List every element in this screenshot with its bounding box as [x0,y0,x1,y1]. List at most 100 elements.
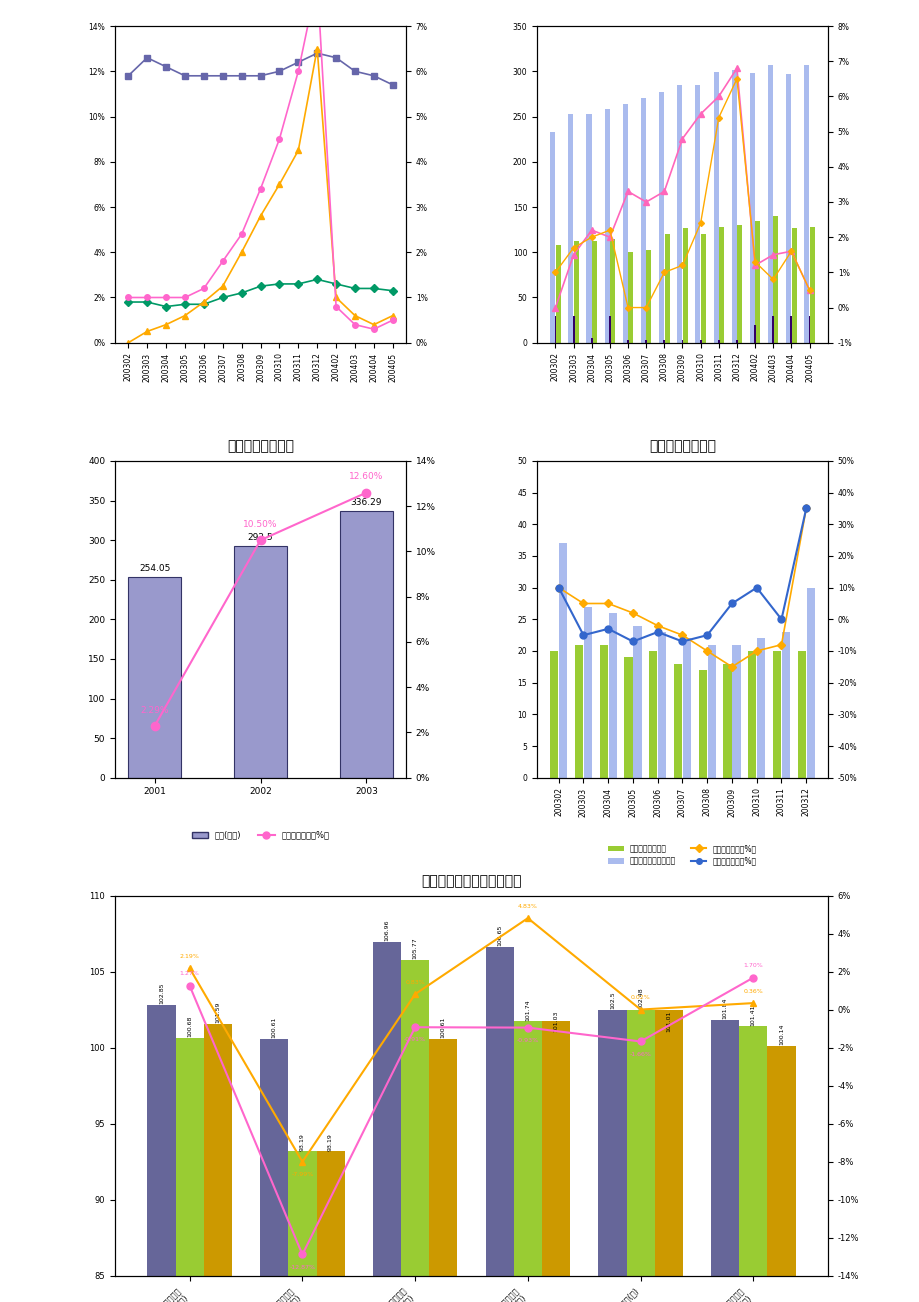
环比增长率（%） [184,961,195,976]
Text: -1.66%: -1.66% [629,1052,651,1057]
Bar [622,104,627,342]
月度累计利润总额/总资产（%） [604,223,615,238]
月度累计销售毛利率(%) [160,59,171,74]
月度累计主营业务利润率（%） [217,289,228,305]
产量环比增速（%） [676,628,687,643]
Text: 10.50%: 10.50% [243,519,278,529]
月度累计净资产收益率（%） [585,223,596,238]
Bar [372,943,401,1302]
产量环比增速（%） [800,501,811,517]
Text: -0.91%: -0.91% [403,1038,425,1043]
Bar [626,1010,654,1302]
Text: 1.70%: 1.70% [743,963,763,969]
Bar [785,74,790,342]
Line: 月度累计利润总额/总资产（%）: 月度累计利润总额/总资产（%） [553,77,811,310]
Text: 93.19: 93.19 [328,1133,333,1151]
Bar [739,1026,766,1302]
月度累计利润总额/总资产（%） [803,283,814,298]
Legend: 总资产（亿元）, 股东权益（亿元）, 月度累计利润总额（亿元）, 月度累计净资产收益率（%）, 月度累计利润总额/总资产（%）: 总资产（亿元）, 股东权益（亿元）, 月度累计利润总额（亿元）, 月度累计净资产… [595,471,768,504]
月度累计净资产收益率（%） [658,184,669,199]
Bar [585,113,591,342]
Text: 100.61: 100.61 [440,1017,446,1038]
月度累计主营业务利润率（%） [292,276,303,292]
Bar [682,228,687,342]
Bar [803,65,809,342]
Bar [766,1046,795,1302]
Bar [649,651,657,777]
Bar [735,340,737,342]
Bar [641,98,645,342]
Line: 月度累计销售毛利率(%): 月度累计销售毛利率(%) [125,51,395,87]
Bar [574,644,583,777]
月度累计净资产收益率（%） [312,40,323,56]
月度累计主营业务利润率（%） [330,276,341,292]
Bar [663,340,664,342]
月度累计净资产收益率（%） [676,130,687,146]
Text: 0.83%: 0.83% [405,979,425,984]
Bar [147,1005,176,1302]
Bar [808,315,810,342]
Bar [541,1022,570,1302]
月度累计主营业务利润率（%） [274,276,285,292]
月度累计利润总额/总资产（%） [179,289,190,305]
Bar [756,638,765,777]
Text: 4.83%: 4.83% [517,904,538,909]
月度累计主营业务利润率（%） [255,279,266,294]
月度累计利润总额/总资产（%） [330,298,341,314]
产量同比增速（%） [800,501,811,517]
月度累计利润总额/总资产（%） [387,312,398,328]
产量同比增速（%） [775,612,786,628]
月度累计利润总额/总资产（%） [349,316,360,332]
产量同比增速（%） [602,621,613,637]
月度累计主营业务利润率（%） [160,298,171,314]
月度累计利润总额/总资产（%） [142,289,153,305]
月度累计销售毛利率(%) [349,64,360,79]
月度累计利润总额/总资产（%） [712,109,723,125]
月度累计主营业务利润率（%） [142,294,153,310]
同比增长率（%） [634,1034,645,1049]
月度累计利润总额/总资产（%） [585,229,596,245]
月度累计销售毛利率(%) [122,68,133,83]
月度累计利润总额/总资产（%） [622,299,633,315]
Bar [754,220,759,342]
同比增长率（%） [522,1019,533,1035]
产量同比增速（%） [552,579,563,595]
产量环比增速（%） [627,605,638,621]
月度累计销售毛利率(%) [255,68,266,83]
Text: -0.93%: -0.93% [516,1038,539,1043]
月度累计利润总额/总资产（%） [160,289,171,305]
月度累计净资产收益率（%） [640,194,651,210]
Bar [747,651,755,777]
Title: 产品生产状况分析: 产品生产状况分析 [648,439,715,453]
Bar [599,644,607,777]
月度累计销售毛利率(%) [387,77,398,92]
月度累计利润总额/总资产（%） [274,132,285,147]
月度累计销售毛利率(%) [142,49,153,65]
Text: 100.14: 100.14 [778,1023,783,1046]
月度累计利润总额/总资产（%） [766,272,777,288]
月度累计净资产收益率（%） [550,299,561,315]
产量同比增速（%） [652,624,663,639]
Bar [736,225,742,342]
同比增长率（%） [747,970,758,986]
Bar [695,85,699,342]
Bar [718,227,723,342]
Text: 0.02%: 0.02% [630,995,650,1000]
Text: 102.48: 102.48 [638,988,642,1009]
Bar [608,613,616,777]
产量环比增速（%） [652,618,663,634]
产量环比增速（%） [701,643,712,659]
Bar [789,315,791,342]
产量同比增速（%） [726,596,737,612]
月度累计净资产收益率（%） [349,307,360,323]
月度累计净资产收益率（%） [368,316,379,332]
Bar [597,1010,626,1302]
Line: 产量同比增速（%）: 产量同比增速（%） [555,505,809,644]
Bar [749,73,754,342]
Bar [767,65,772,342]
月度累计净资产收益率（%） [731,60,742,76]
Bar [676,85,682,342]
月度累计净资产收益率（%） [255,208,266,224]
月度累计利润总额/总资产（%） [731,72,742,87]
月度累计销售毛利率(%) [217,68,228,83]
